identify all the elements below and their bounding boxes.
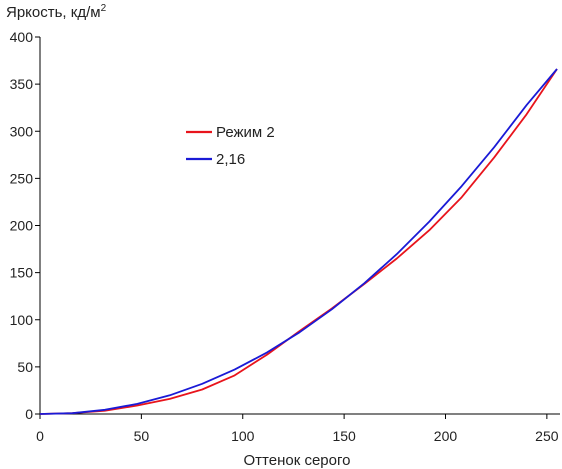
x-tick-label: 100 [231,428,255,444]
x-tick-label: 50 [134,428,150,444]
y-tick-label: 150 [10,265,34,281]
axes: 0 50 100 150 200 250 300 350 400 0 50 100 150 200 250 [10,29,560,444]
x-tick-label: 200 [434,428,458,444]
y-axis-title-text: Яркость, кд/м [6,4,101,21]
legend-label-1: Режим 2 [216,124,275,141]
y-axis-title-superscript: 2 [101,3,107,14]
y-tick-label: 100 [10,312,34,328]
y-tick-label: 50 [17,359,33,375]
legend-label-2: 2,16 [216,151,245,168]
series-layer [39,68,558,415]
x-tick-label: 150 [332,428,356,444]
y-axis-title: Яркость, кд/м2 [6,3,107,21]
y-tick-label: 0 [25,406,33,422]
y-tick-label: 200 [10,218,34,234]
y-tick-label: 300 [10,123,34,139]
x-tick-label: 0 [36,428,44,444]
y-tick-label: 350 [10,76,34,92]
y-tick-label: 250 [10,170,34,186]
series-line-1 [39,68,558,415]
series-line-2 [39,68,558,415]
x-axis-title: Оттенок серого [244,452,351,469]
legend: Режим 2 2,16 [186,124,275,168]
y-tick-label: 400 [10,29,34,45]
x-tick-label: 250 [535,428,559,444]
